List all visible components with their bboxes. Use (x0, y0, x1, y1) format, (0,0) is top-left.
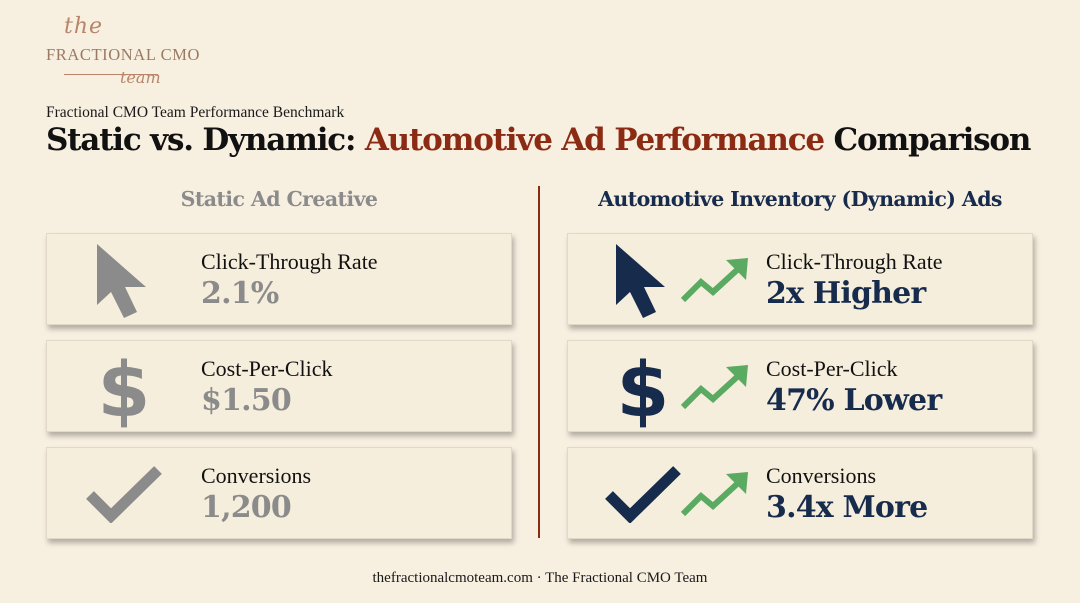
trend-up-icon (680, 365, 750, 415)
page-subtitle: Fractional CMO Team Performance Benchmar… (46, 104, 345, 121)
metric-label: Click-Through Rate (766, 249, 943, 274)
logo-the-text: the (64, 14, 104, 39)
dynamic-ctr-card: Click-Through Rate 2x Higher (567, 233, 1033, 325)
logo-rule (64, 74, 158, 75)
metric-value: $1.50 (201, 383, 292, 418)
dynamic-conversions-card: Conversions 3.4x More (567, 447, 1033, 539)
static-conversions-card: Conversions 1,200 (46, 447, 512, 539)
footer-text: thefractionalcmoteam.com · The Fractiona… (372, 570, 708, 586)
dynamic-cpc-card: $ Cost-Per-Click 47% Lower (567, 340, 1033, 432)
dollar-icon: $ (616, 345, 670, 429)
title-part-1: Static vs. Dynamic: (46, 122, 365, 158)
dollar-icon: $ (97, 345, 151, 429)
metric-value: 47% Lower (766, 383, 942, 418)
metric-value: 2.1% (201, 276, 279, 311)
column-divider (538, 186, 540, 538)
trend-up-icon (680, 472, 750, 522)
static-column-heading: Static Ad Creative (180, 187, 378, 211)
trend-up-icon (680, 258, 750, 308)
metric-value: 1,200 (201, 490, 292, 525)
cursor-icon (97, 244, 151, 320)
title-part-2: Comparison (823, 122, 1032, 158)
metric-label: Cost-Per-Click (201, 356, 333, 381)
metric-value: 2x Higher (766, 276, 926, 311)
logo-team-text: team (120, 68, 161, 87)
svg-text:$: $ (617, 345, 670, 429)
metric-label: Cost-Per-Click (766, 356, 898, 381)
cursor-icon (616, 244, 670, 320)
metric-label: Click-Through Rate (201, 249, 378, 274)
page-title: Static vs. Dynamic: Automotive Ad Perfor… (46, 122, 1032, 158)
checkmark-icon (604, 465, 682, 523)
metric-label: Conversions (766, 463, 876, 488)
title-accent: Automotive Ad Performance (364, 122, 825, 158)
metric-label: Conversions (201, 463, 311, 488)
logo-main-text: FRACTIONAL CMO (46, 45, 201, 64)
static-ctr-card: Click-Through Rate 2.1% (46, 233, 512, 325)
dynamic-column-heading: Automotive Inventory (Dynamic) Ads (598, 187, 1002, 211)
svg-text:$: $ (98, 345, 151, 429)
brand-logo: the FRACTIONAL CMO team (46, 12, 206, 96)
metric-value: 3.4x More (766, 490, 928, 525)
static-cpc-card: $ Cost-Per-Click $1.50 (46, 340, 512, 432)
checkmark-icon (85, 465, 163, 523)
